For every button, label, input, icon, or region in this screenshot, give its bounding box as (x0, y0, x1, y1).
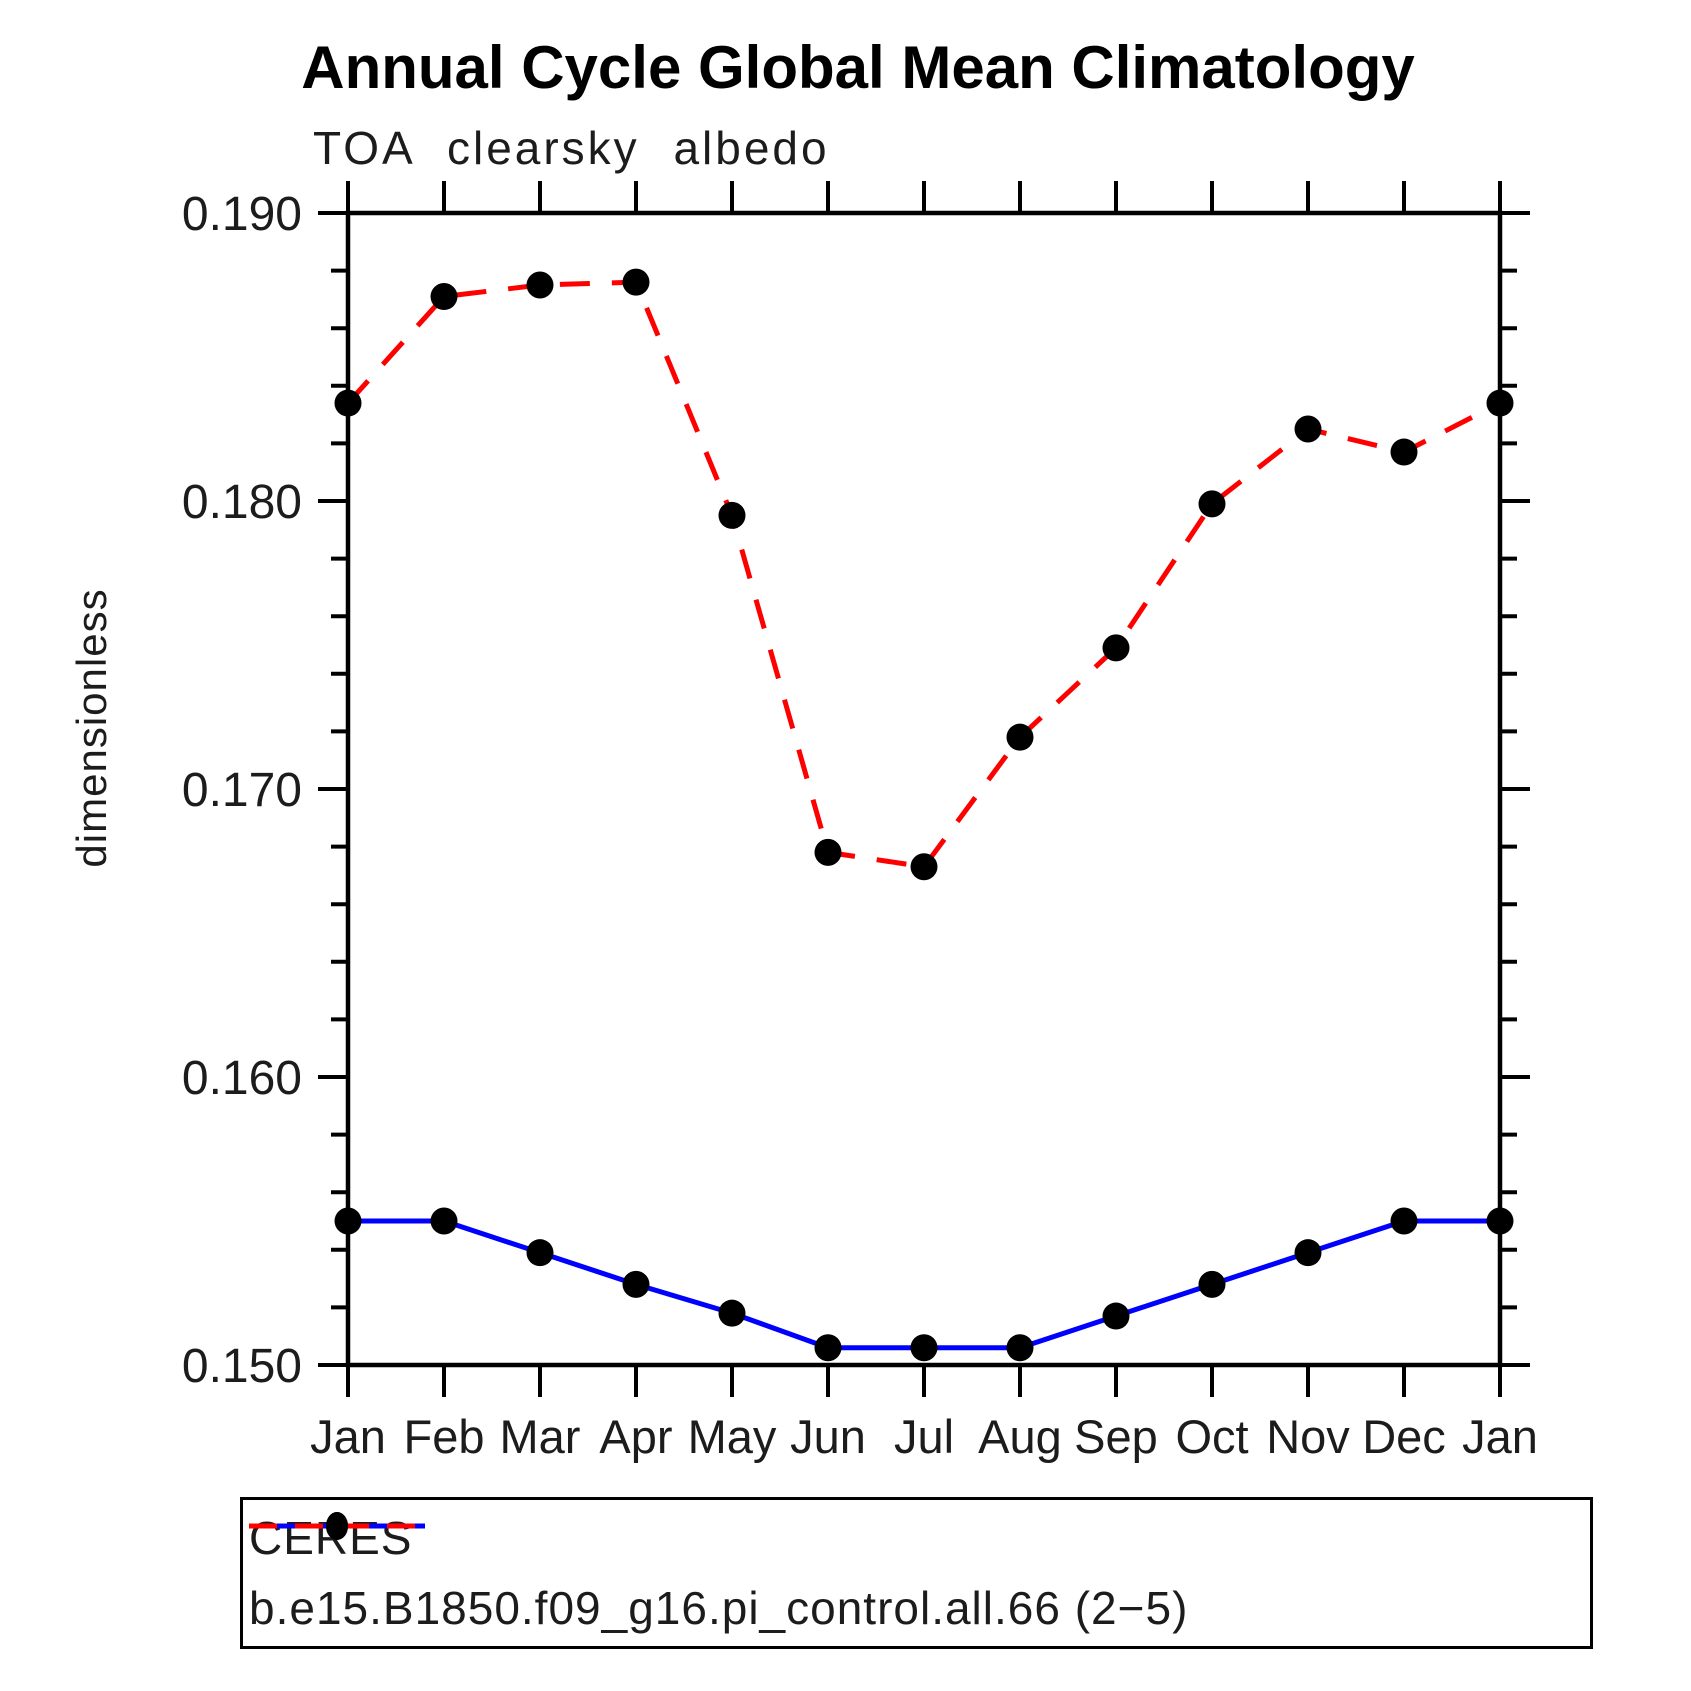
data-point (1198, 490, 1226, 518)
data-point (1102, 634, 1130, 662)
x-tick-label: Jan (310, 1410, 386, 1463)
data-point (814, 838, 842, 866)
data-point (622, 1270, 650, 1298)
data-point (622, 268, 650, 296)
x-tick-label: Aug (978, 1410, 1062, 1463)
legend-row-ceres: CERES (249, 1506, 1590, 1570)
x-tick-label: Nov (1266, 1410, 1350, 1463)
y-tick-label: 0.160 (182, 1052, 302, 1105)
legend-swatch-dashed (249, 1512, 425, 1540)
axes: Jan Feb Mar Apr May Jun Jul Aug Sep Oct Nov Dec Jan0… (182, 181, 1538, 1463)
data-point (1198, 1270, 1226, 1298)
data-point (814, 1334, 842, 1362)
series-line-1 (346, 279, 1502, 870)
legend: CERES b.e15.B1850.f09_g16.pi_control.all… (240, 1497, 1593, 1649)
x-tick-label: Oct (1175, 1410, 1248, 1463)
y-tick-label: 0.180 (182, 476, 302, 529)
x-tick-label: Mar (500, 1410, 581, 1463)
y-tick-label: 0.190 (182, 188, 302, 241)
data-point (1006, 1334, 1034, 1362)
series-layer (334, 268, 1514, 1362)
data-point (718, 1299, 746, 1327)
data-point (1102, 1302, 1130, 1330)
data-point (526, 271, 554, 299)
y-tick-label: 0.170 (182, 764, 302, 817)
data-point (910, 853, 938, 881)
data-point (1390, 1207, 1418, 1235)
legend-row-model: b.e15.B1850.f09_g16.pi_control.all.66 (2… (249, 1512, 1590, 1640)
x-tick-label: Feb (404, 1410, 485, 1463)
data-point (334, 389, 362, 417)
data-point (430, 1207, 458, 1235)
chart-subtitle: TOA clearsky albedo (313, 122, 830, 174)
data-point (1390, 438, 1418, 466)
legend-marker-icon (326, 1512, 348, 1540)
chart-title: Annual Cycle Global Mean Climatology (301, 34, 1415, 101)
data-point (1006, 723, 1034, 751)
plot-frame (345, 210, 1503, 1368)
x-tick-label: Sep (1074, 1410, 1158, 1463)
x-tick-label: Jan (1462, 1410, 1538, 1463)
x-tick-label: Apr (599, 1410, 672, 1463)
data-point (1294, 1239, 1322, 1267)
x-tick-label: Jul (894, 1410, 954, 1463)
legend-label-model: b.e15.B1850.f09_g16.pi_control.all.66 (2… (249, 1582, 1189, 1634)
x-tick-label: Jun (790, 1410, 866, 1463)
data-point (334, 1207, 362, 1235)
data-point (1486, 1207, 1514, 1235)
series-line-0 (348, 1218, 1500, 1351)
data-point (430, 283, 458, 311)
data-point (526, 1239, 554, 1267)
data-point (718, 501, 746, 529)
y-axis-title: dimensionless (68, 588, 115, 867)
data-point (1294, 415, 1322, 443)
data-point (910, 1334, 938, 1362)
data-point (1486, 389, 1514, 417)
x-tick-label: May (688, 1410, 777, 1463)
x-tick-label: Dec (1362, 1410, 1446, 1463)
y-tick-label: 0.150 (182, 1340, 302, 1393)
